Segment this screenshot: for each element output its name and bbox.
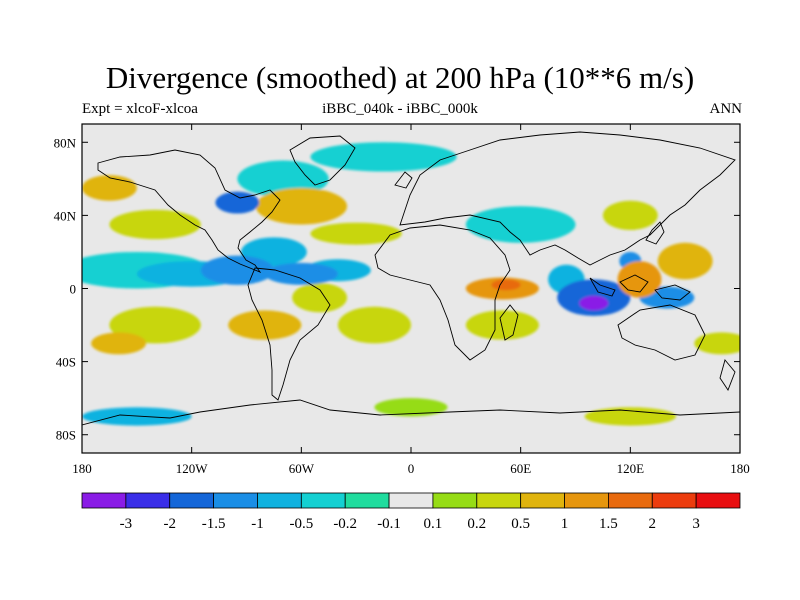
- coastlines: [82, 131, 740, 426]
- x-tick-label: 60W: [289, 461, 315, 476]
- field-region-19: [200, 255, 274, 285]
- x-tick-label: 0: [408, 461, 415, 476]
- field-region-4: [374, 398, 448, 417]
- colorbar-swatch: [169, 492, 215, 509]
- plot-title: Divergence (smoothed) at 200 hPa (10**6 …: [105, 60, 695, 95]
- case-label: iBBC_040k - iBBC_000k: [322, 101, 478, 117]
- colorbar-level-label: -1.5: [202, 516, 226, 532]
- colorbar-level-label: 0.2: [467, 516, 486, 532]
- colorbar-level-label: -1: [251, 516, 264, 532]
- field-region-10: [109, 209, 201, 240]
- colorbar-level-label: 1: [561, 516, 569, 532]
- colorbar-level-label: -2: [163, 516, 176, 532]
- colorbar-level-label: 3: [692, 516, 700, 532]
- colorbar-level-label: 0.1: [424, 516, 443, 532]
- field-region-1: [237, 160, 329, 198]
- field-region-25: [228, 310, 302, 340]
- field-region-15: [602, 200, 658, 231]
- field-region-26: [91, 332, 146, 355]
- field-region-18: [584, 407, 677, 426]
- field-region-16: [694, 332, 740, 355]
- colorbar-level-label: 0.5: [511, 516, 530, 532]
- field-region-23: [82, 175, 137, 201]
- map-axes: 180 120W 60W 0 60E 120E 180 80N 40N 0 40S 80S: [54, 124, 750, 476]
- field-region-9: [310, 222, 402, 245]
- field-region-27: [657, 242, 713, 280]
- season-label: ANN: [709, 101, 743, 117]
- colorbar: -3 -2 -1.5 -1 -0.5 -0.2 -0.1 0.1 0.2 0.5 1 1.5 2 3: [81, 492, 741, 532]
- colorbar-swatch: [476, 492, 522, 509]
- colorbar-level-label: -0.1: [377, 516, 401, 532]
- field-region-3: [465, 206, 576, 243]
- x-tick-label: 120E: [617, 461, 645, 476]
- colorbar-swatch: [564, 492, 609, 509]
- y-tick-label: 40N: [54, 208, 77, 223]
- field-region-13: [337, 306, 412, 344]
- colorbar-level-label: 1.5: [599, 516, 618, 532]
- colorbar-level-label: -3: [120, 516, 133, 532]
- field-region-24: [255, 187, 348, 225]
- field-region-14: [465, 310, 539, 340]
- colorbar-swatch: [257, 492, 302, 509]
- colorbar-swatch: [651, 492, 697, 509]
- colorbar-swatch: [125, 492, 171, 509]
- field-region-2: [310, 142, 457, 172]
- y-tick-label: 0: [70, 282, 77, 297]
- colorbar-swatch: [608, 492, 653, 509]
- field-region-28: [215, 191, 260, 214]
- colorbar-swatch: [81, 492, 127, 509]
- field-region-31: [617, 261, 662, 298]
- x-tick-label: 180: [72, 461, 92, 476]
- field-region-33: [579, 295, 609, 311]
- colorbar-level-label: -0.2: [333, 516, 357, 532]
- field-region-20: [264, 262, 338, 285]
- y-tick-label: 80N: [54, 135, 77, 150]
- colorbar-swatch: [520, 492, 565, 509]
- y-tick-label: 80S: [56, 428, 76, 443]
- colorbar-swatch: [388, 492, 434, 509]
- colorbar-swatch: [300, 492, 346, 509]
- experiment-label: Expt = xlcoF-xlcoa: [82, 101, 198, 117]
- y-tick-label: 40S: [56, 355, 76, 370]
- colorbar-swatch: [695, 492, 741, 509]
- x-tick-label: 180: [730, 461, 750, 476]
- divergence-field: [82, 142, 740, 426]
- field-region-11: [292, 283, 348, 313]
- field-region-32: [491, 279, 521, 291]
- colorbar-level-label: 2: [649, 516, 657, 532]
- colorbar-swatch: [344, 492, 390, 509]
- colorbar-level-label: -0.5: [289, 516, 313, 532]
- x-tick-label: 120W: [176, 461, 209, 476]
- colorbar-swatch: [213, 492, 258, 509]
- colorbar-swatch: [432, 492, 478, 509]
- x-tick-label: 60E: [510, 461, 531, 476]
